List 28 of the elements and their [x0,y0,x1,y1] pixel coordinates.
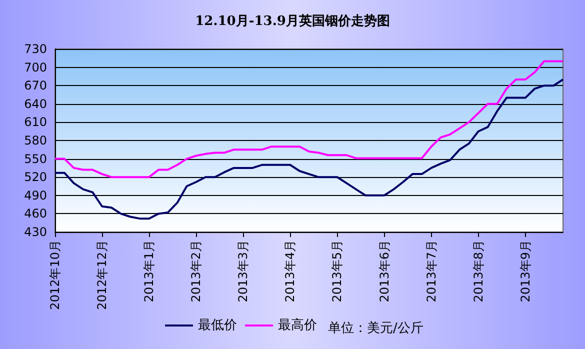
x-tick-label: 2013年6月 [377,240,392,302]
y-tick-label: 640 [24,96,47,111]
y-tick-label: 700 [24,60,47,74]
y-tick-label: 670 [24,78,47,93]
text: 单位：美元/公斤 [328,320,424,336]
line-series [54,78,564,220]
y-tick-label: 730 [24,42,47,56]
y-tick-label: 550 [24,152,47,166]
legend-label: 最高价 [278,317,317,333]
x-tick-label: 2013年4月 [283,240,298,302]
x-tick-label: 2013年1月 [142,240,156,302]
x-tick-label: 2013年8月 [471,240,486,302]
y-tick-label: 580 [24,134,47,148]
y-tick-label: 610 [24,115,47,130]
x-tick-label: 2012年10月 [48,240,62,310]
x-tick-label: 2013年3月 [236,240,250,302]
x-tick-label: 2013年7月 [424,240,438,302]
line-series [54,60,564,178]
y-tick-label: 490 [24,188,47,202]
y-tick-label: 520 [24,170,47,184]
y-tick-label: 460 [24,206,47,221]
x-tick-label: 2013年9月 [518,240,532,302]
chart-title: 12.10月-13.9月英国铟价走势图 [195,13,390,29]
y-tick-label: 430 [24,225,47,239]
legend-label: 最低价 [198,318,237,333]
x-tick-label: 2013年2月 [189,240,204,302]
x-tick-label: 2013年5月 [330,240,344,302]
x-tick-label: 2012年12月 [95,240,110,310]
